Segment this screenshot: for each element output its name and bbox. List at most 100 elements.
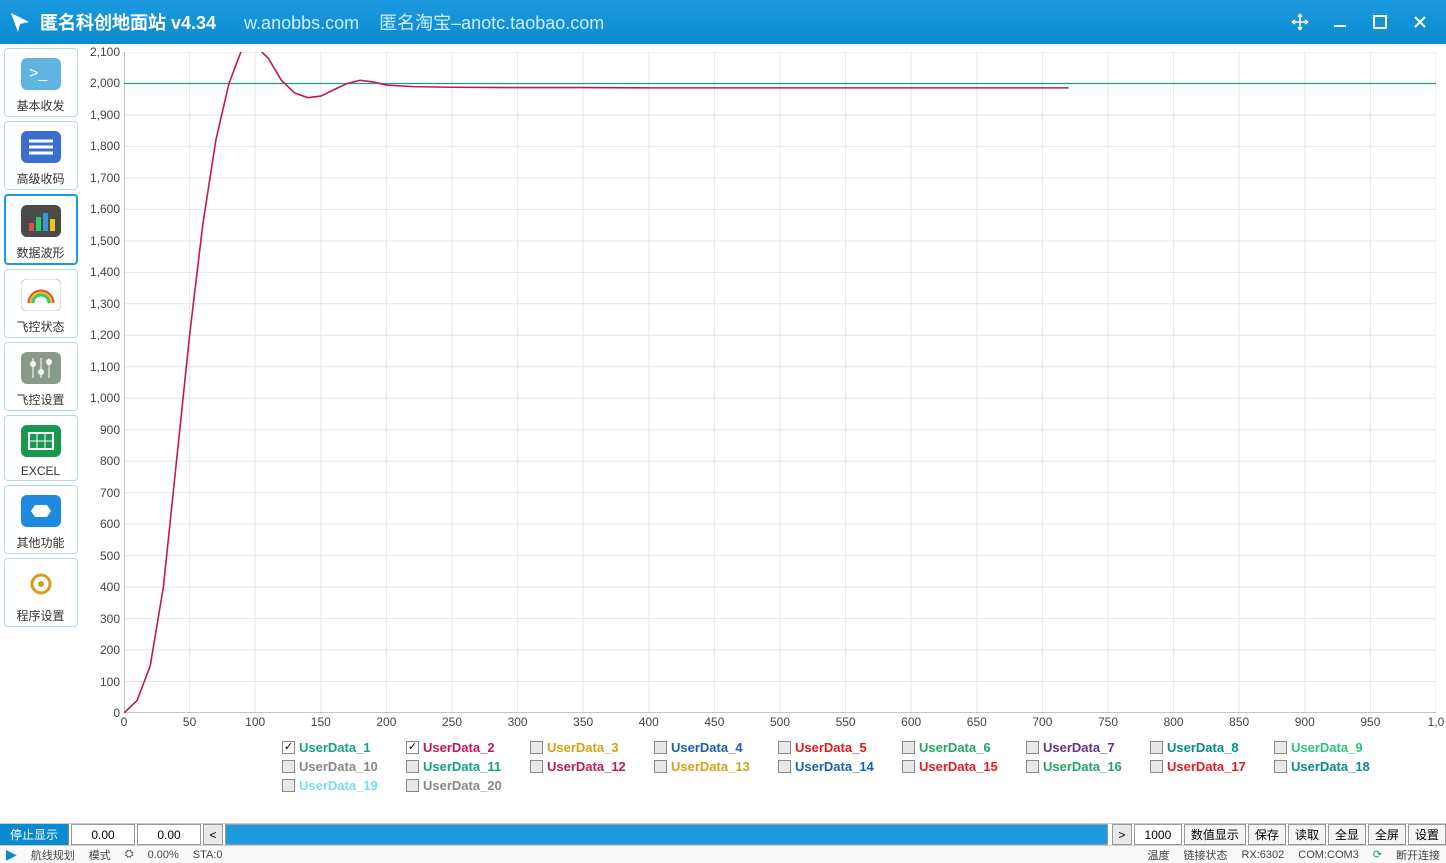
sidebar-item-3[interactable]: 飞控状态 xyxy=(4,269,78,338)
legend-item-11[interactable]: UserData_11 xyxy=(406,759,520,774)
legend-item-4[interactable]: UserData_4 xyxy=(654,740,768,755)
legend-checkbox[interactable] xyxy=(902,760,915,773)
mode-label: 模式 xyxy=(89,847,111,863)
status-bar: ▶ 航线规划 模式 ⛭ 0.00% STA:0 温度 链接状态 RX:6302 … xyxy=(0,845,1446,863)
y-tick-label: 1,800 xyxy=(90,139,120,153)
legend-item-15[interactable]: UserData_15 xyxy=(902,759,1016,774)
legend-checkbox[interactable] xyxy=(1274,741,1287,754)
value-box-1[interactable]: 0.00 xyxy=(71,824,135,845)
legend-checkbox[interactable] xyxy=(654,760,667,773)
legend-item-13[interactable]: UserData_13 xyxy=(654,759,768,774)
legend-item-16[interactable]: UserData_16 xyxy=(1026,759,1140,774)
window-controls xyxy=(1282,8,1446,36)
y-tick-label: 1,600 xyxy=(90,202,120,216)
legend-item-12[interactable]: UserData_12 xyxy=(530,759,644,774)
legend-item-17[interactable]: UserData_17 xyxy=(1150,759,1264,774)
x-tick-label: 800 xyxy=(1164,715,1184,729)
x-tick-label: 100 xyxy=(245,715,265,729)
x-tick-label: 500 xyxy=(770,715,790,729)
sta-value: STA:0 xyxy=(193,849,223,861)
value-display-button[interactable]: 数值显示 xyxy=(1184,824,1246,845)
scroll-left-button[interactable]: < xyxy=(203,824,223,845)
legend-item-6[interactable]: UserData_6 xyxy=(902,740,1016,755)
x-tick-label: 750 xyxy=(1098,715,1118,729)
legend-checkbox[interactable] xyxy=(530,760,543,773)
legend-checkbox[interactable] xyxy=(1274,760,1287,773)
refresh-icon[interactable]: ⟳ xyxy=(1373,848,1382,861)
legend-item-9[interactable]: UserData_9 xyxy=(1274,740,1388,755)
sidebar-icon-0: >_ xyxy=(16,53,66,95)
legend-checkbox[interactable] xyxy=(1150,741,1163,754)
legend-label: UserData_12 xyxy=(547,759,626,774)
link-taobao[interactable]: 匿名淘宝–anotc.taobao.com xyxy=(379,13,604,33)
y-tick-label: 700 xyxy=(100,486,120,500)
legend-item-10[interactable]: UserData_10 xyxy=(282,759,396,774)
y-tick-label: 200 xyxy=(100,643,120,657)
sidebar-label-3: 飞控状态 xyxy=(5,318,77,335)
legend-checkbox[interactable] xyxy=(1026,760,1039,773)
legend-label: UserData_15 xyxy=(919,759,998,774)
read-button[interactable]: 读取 xyxy=(1288,824,1326,845)
chart-plot[interactable] xyxy=(124,52,1436,713)
fullscreen-button[interactable]: 全屏 xyxy=(1368,824,1406,845)
sidebar-icon-6 xyxy=(16,490,66,532)
legend-item-1[interactable]: UserData_1 xyxy=(282,740,396,755)
legend-item-19[interactable]: UserData_19 xyxy=(282,778,396,793)
legend-checkbox[interactable] xyxy=(778,760,791,773)
legend-checkbox[interactable] xyxy=(406,741,419,754)
legend-item-2[interactable]: UserData_2 xyxy=(406,740,520,755)
legend-label: UserData_19 xyxy=(299,778,378,793)
legend-checkbox[interactable] xyxy=(778,741,791,754)
play-icon: ▶ xyxy=(6,846,17,863)
legend-item-7[interactable]: UserData_7 xyxy=(1026,740,1140,755)
sidebar-item-4[interactable]: 飞控设置 xyxy=(4,342,78,411)
sidebar-item-6[interactable]: 其他功能 xyxy=(4,485,78,554)
legend-checkbox[interactable] xyxy=(1026,741,1039,754)
com-value: COM:COM3 xyxy=(1298,849,1359,861)
nav-plan-label[interactable]: 航线规划 xyxy=(31,847,75,863)
sidebar-icon-3 xyxy=(16,274,66,316)
legend-checkbox[interactable] xyxy=(406,779,419,792)
sidebar-item-7[interactable]: 程序设置 xyxy=(4,558,78,627)
legend-checkbox[interactable] xyxy=(282,760,295,773)
x-tick-label: 0 xyxy=(121,715,128,729)
legend-item-20[interactable]: UserData_20 xyxy=(406,778,520,793)
value-box-2[interactable]: 0.00 xyxy=(137,824,201,845)
minimize-button[interactable] xyxy=(1322,8,1358,36)
save-button[interactable]: 保存 xyxy=(1248,824,1286,845)
temp-label: 温度 xyxy=(1147,847,1169,863)
legend-label: UserData_5 xyxy=(795,740,867,755)
y-tick-label: 1,500 xyxy=(90,234,120,248)
link-anobbs[interactable]: w.anobbs.com xyxy=(244,13,359,33)
legend-item-14[interactable]: UserData_14 xyxy=(778,759,892,774)
legend-checkbox[interactable] xyxy=(902,741,915,754)
connection-label[interactable]: 断开连接 xyxy=(1396,847,1440,863)
scroll-right-button[interactable]: > xyxy=(1112,824,1132,845)
legend-item-8[interactable]: UserData_8 xyxy=(1150,740,1264,755)
legend-item-3[interactable]: UserData_3 xyxy=(530,740,644,755)
legend-checkbox[interactable] xyxy=(530,741,543,754)
close-button[interactable] xyxy=(1402,8,1438,36)
move-icon[interactable] xyxy=(1282,8,1318,36)
legend-item-18[interactable]: UserData_18 xyxy=(1274,759,1388,774)
legend-checkbox[interactable] xyxy=(282,779,295,792)
stop-display-button[interactable]: 停止显示 xyxy=(0,824,69,845)
legend-item-5[interactable]: UserData_5 xyxy=(778,740,892,755)
sidebar-label-0: 基本收发 xyxy=(5,97,77,114)
sidebar-label-7: 程序设置 xyxy=(5,607,77,624)
legend-label: UserData_11 xyxy=(423,759,501,774)
sidebar-item-2[interactable]: 数据波形 xyxy=(4,194,78,265)
sidebar-item-5[interactable]: EXCEL xyxy=(4,415,78,481)
sidebar-item-0[interactable]: >_ 基本收发 xyxy=(4,48,78,117)
horizontal-scrollbar[interactable] xyxy=(225,824,1108,845)
range-input[interactable]: 1000 xyxy=(1134,824,1182,845)
legend-checkbox[interactable] xyxy=(282,741,295,754)
legend-checkbox[interactable] xyxy=(654,741,667,754)
legend-checkbox[interactable] xyxy=(1150,760,1163,773)
show-all-button[interactable]: 全显 xyxy=(1328,824,1366,845)
sidebar-item-1[interactable]: 高级收码 xyxy=(4,121,78,190)
legend-checkbox[interactable] xyxy=(406,760,419,773)
scrollbar-thumb[interactable] xyxy=(226,825,1107,844)
maximize-button[interactable] xyxy=(1362,8,1398,36)
settings-button[interactable]: 设置 xyxy=(1408,824,1446,845)
